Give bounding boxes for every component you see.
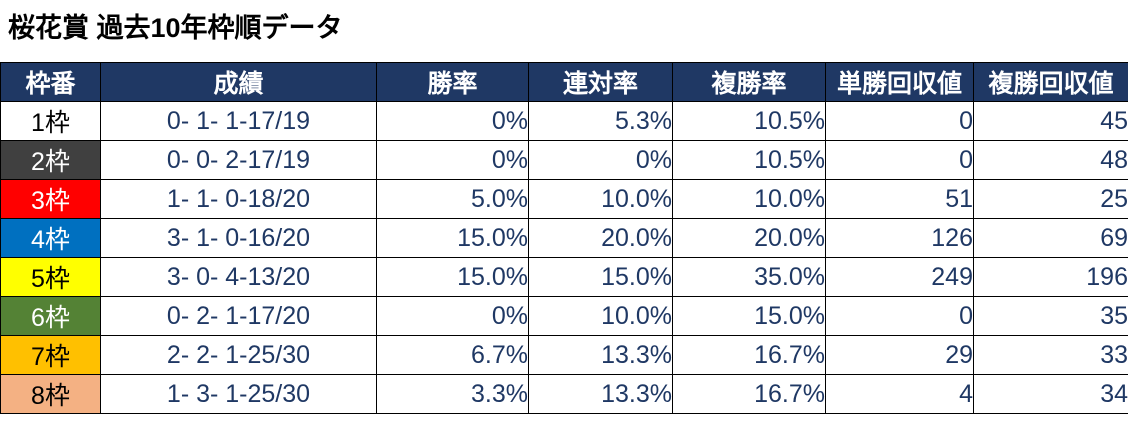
table-row: 6枠 0- 2- 1-17/20 0% 10.0% 15.0% 0 35 [0,296,1128,336]
show-return-cell: 35 [973,296,1128,336]
show-return-cell: 34 [973,374,1128,414]
table-row: 7枠 2- 2- 1-25/30 6.7% 13.3% 16.7% 29 33 [0,335,1128,375]
win-rate-cell: 6.7% [376,335,529,375]
col-header-win-return: 単勝回収値 [825,62,974,102]
record-cell: 0- 0- 2-17/19 [100,140,377,180]
table-row: 2枠 0- 0- 2-17/19 0% 0% 10.5% 0 48 [0,140,1128,180]
win-return-cell: 126 [825,218,974,258]
record-cell: 1- 1- 0-18/20 [100,179,377,219]
record-cell: 3- 1- 0-16/20 [100,218,377,258]
bracket-cell: 5枠 [0,257,101,297]
win-rate-cell: 0% [376,296,529,336]
show-rate-cell: 10.0% [672,179,826,219]
show-rate-cell: 20.0% [672,218,826,258]
col-header-bracket: 枠番 [0,62,101,102]
record-cell: 2- 2- 1-25/30 [100,335,377,375]
pair-rate-cell: 20.0% [528,218,673,258]
bracket-cell: 4枠 [0,218,101,258]
show-rate-cell: 10.5% [672,140,826,180]
win-return-cell: 0 [825,140,974,180]
col-header-record: 成績 [100,62,377,102]
col-header-show-return: 複勝回収値 [973,62,1128,102]
show-rate-cell: 15.0% [672,296,826,336]
bracket-cell: 3枠 [0,179,101,219]
table-row: 5枠 3- 0- 4-13/20 15.0% 15.0% 35.0% 249 1… [0,257,1128,297]
show-return-cell: 45 [973,101,1128,141]
pair-rate-cell: 15.0% [528,257,673,297]
win-rate-cell: 0% [376,140,529,180]
bracket-cell: 2枠 [0,140,101,180]
show-rate-cell: 35.0% [672,257,826,297]
pair-rate-cell: 10.0% [528,179,673,219]
bracket-cell: 8枠 [0,374,101,414]
table-row: 1枠 0- 1- 1-17/19 0% 5.3% 10.5% 0 45 [0,101,1128,141]
col-header-win-rate: 勝率 [376,62,529,102]
record-cell: 0- 2- 1-17/20 [100,296,377,336]
table-row: 4枠 3- 1- 0-16/20 15.0% 20.0% 20.0% 126 6… [0,218,1128,258]
show-return-cell: 33 [973,335,1128,375]
win-rate-cell: 15.0% [376,257,529,297]
record-cell: 1- 3- 1-25/30 [100,374,377,414]
show-rate-cell: 16.7% [672,374,826,414]
bracket-cell: 1枠 [0,101,101,141]
col-header-pair-rate: 連対率 [528,62,673,102]
pair-rate-cell: 0% [528,140,673,180]
win-rate-cell: 3.3% [376,374,529,414]
show-rate-cell: 10.5% [672,101,826,141]
win-return-cell: 29 [825,335,974,375]
header-row: 枠番 成績 勝率 連対率 複勝率 単勝回収値 複勝回収値 [0,62,1128,102]
win-rate-cell: 0% [376,101,529,141]
pair-rate-cell: 13.3% [528,374,673,414]
win-return-cell: 0 [825,101,974,141]
record-cell: 0- 1- 1-17/19 [100,101,377,141]
win-return-cell: 249 [825,257,974,297]
win-rate-cell: 5.0% [376,179,529,219]
show-return-cell: 196 [973,257,1128,297]
show-return-cell: 25 [973,179,1128,219]
win-return-cell: 0 [825,296,974,336]
pair-rate-cell: 13.3% [528,335,673,375]
show-return-cell: 48 [973,140,1128,180]
show-rate-cell: 16.7% [672,335,826,375]
record-cell: 3- 0- 4-13/20 [100,257,377,297]
win-return-cell: 51 [825,179,974,219]
col-header-show-rate: 複勝率 [672,62,826,102]
win-rate-cell: 15.0% [376,218,529,258]
bracket-cell: 6枠 [0,296,101,336]
pair-rate-cell: 10.0% [528,296,673,336]
show-return-cell: 69 [973,218,1128,258]
bracket-cell: 7枠 [0,335,101,375]
pair-rate-cell: 5.3% [528,101,673,141]
win-return-cell: 4 [825,374,974,414]
bracket-stats-table: 枠番 成績 勝率 連対率 複勝率 単勝回収値 複勝回収値 1枠 0- 1- 1-… [0,62,1128,414]
table-row: 3枠 1- 1- 0-18/20 5.0% 10.0% 10.0% 51 25 [0,179,1128,219]
table-row: 8枠 1- 3- 1-25/30 3.3% 13.3% 16.7% 4 34 [0,374,1128,414]
page-title: 桜花賞 過去10年枠順データ [8,13,343,43]
